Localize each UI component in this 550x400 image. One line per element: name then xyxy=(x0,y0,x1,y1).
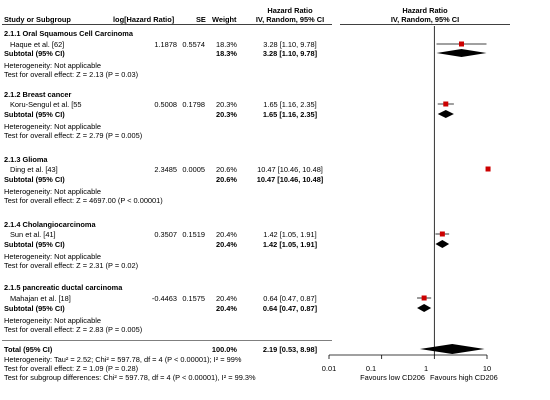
subtotal-weight: 20.6% xyxy=(216,175,237,184)
total-overall-effect: Test for overall effect: Z = 1.09 (P = 0… xyxy=(4,364,139,373)
subtotal-weight: 20.4% xyxy=(216,240,237,249)
subtotal-ci: 1.65 [1.16, 2.35] xyxy=(262,110,318,119)
tick-label: 0.1 xyxy=(365,364,377,373)
study-weight: 20.6% xyxy=(216,165,237,174)
study-ci: 3.28 [1.10, 9.78] xyxy=(263,40,317,49)
group-title: 2.1.5 pancreatic ductal carcinoma xyxy=(4,283,123,292)
subtotal-diamond xyxy=(437,110,454,118)
heterogeneity-text: Heterogeneity: Not applicable xyxy=(4,122,101,131)
study-marker xyxy=(439,231,445,237)
total-ci: 2.19 [0.53, 8.98] xyxy=(262,345,318,354)
header-weight: Weight xyxy=(212,15,237,24)
group-title: 2.1.3 Glioma xyxy=(4,155,48,164)
group-title: 2.1.1 Oral Squamous Cell Carcinoma xyxy=(4,29,133,38)
study-se: 0.0005 xyxy=(182,165,205,174)
plot-header-title: Hazard Ratio xyxy=(402,6,448,15)
header-se: SE xyxy=(196,15,206,24)
total-diamond xyxy=(419,344,485,354)
subtotal-label: Subtotal (95% CI) xyxy=(4,175,65,184)
heterogeneity-text: Heterogeneity: Not applicable xyxy=(4,61,101,70)
favours-left-label: Favours low CD206 xyxy=(360,373,425,382)
study-marker xyxy=(459,41,465,47)
header-study: Study or Subgroup xyxy=(4,15,71,24)
study-name: Sun et al. [41] xyxy=(10,230,56,239)
subtotal-ci: 0.64 [0.47, 0.87] xyxy=(262,304,318,313)
subtotal-label: Subtotal (95% CI) xyxy=(4,110,65,119)
study-weight: 18.3% xyxy=(216,40,237,49)
study-loghr: 2.3485 xyxy=(154,165,177,174)
header-loghr: log[Hazard Ratio] xyxy=(113,15,175,24)
tick-label: 1 xyxy=(423,364,429,373)
group-title: 2.1.4 Cholangiocarcinoma xyxy=(4,220,96,229)
study-marker xyxy=(485,166,491,172)
study-name: Haque et al. [62] xyxy=(10,40,65,49)
subtotal-diamond xyxy=(435,240,450,248)
subtotal-weight: 20.3% xyxy=(216,110,237,119)
study-ci: 1.65 [1.16, 2.35] xyxy=(263,100,317,109)
study-ci: 10.47 [10.46, 10.48] xyxy=(257,165,323,174)
study-loghr: 1.1878 xyxy=(154,40,177,49)
plot-header-method: IV, Random, 95% CI xyxy=(390,15,460,24)
study-weight: 20.4% xyxy=(216,294,237,303)
study-ci: 1.42 [1.05, 1.91] xyxy=(263,230,317,239)
heterogeneity-text: Heterogeneity: Not applicable xyxy=(4,316,101,325)
study-se: 0.5574 xyxy=(182,40,205,49)
subgroup-differences: Test for subgroup differences: Chi² = 59… xyxy=(4,373,256,382)
study-loghr: 0.5008 xyxy=(154,100,177,109)
favours-right-label: Favours high CD206 xyxy=(430,373,498,382)
study-loghr: 0.3507 xyxy=(154,230,177,239)
study-se: 0.1575 xyxy=(182,294,205,303)
study-name: Koru-Sengul et al. [55 xyxy=(10,100,82,109)
subtotal-weight: 18.3% xyxy=(216,49,237,58)
subtotal-label: Subtotal (95% CI) xyxy=(4,240,65,249)
subtotal-ci: 3.28 [1.10, 9.78] xyxy=(262,49,318,58)
study-name: Ding et al. [43] xyxy=(10,165,58,174)
subtotal-ci: 10.47 [10.46, 10.48] xyxy=(256,175,324,184)
heterogeneity-text: Heterogeneity: Not applicable xyxy=(4,252,101,261)
header-hr-method: IV, Random, 95% CI xyxy=(255,15,325,24)
header-hr-title: Hazard Ratio xyxy=(267,6,313,15)
overall-effect-text: Test for overall effect: Z = 4697.00 (P … xyxy=(4,196,163,205)
tick-label: 0.01 xyxy=(321,364,337,373)
subtotal-weight: 20.4% xyxy=(216,304,237,313)
total-heterogeneity: Heterogeneity: Tau² = 2.52; Chi² = 597.7… xyxy=(4,355,242,364)
study-weight: 20.3% xyxy=(216,100,237,109)
study-weight: 20.4% xyxy=(216,230,237,239)
overall-effect-text: Test for overall effect: Z = 2.79 (P = 0… xyxy=(4,131,143,140)
subtotal-ci: 1.42 [1.05, 1.91] xyxy=(262,240,318,249)
study-loghr: -0.4463 xyxy=(151,294,177,303)
subtotal-diamond xyxy=(436,49,487,57)
subtotal-label: Subtotal (95% CI) xyxy=(4,304,65,313)
study-name: Mahajan et al. [18] xyxy=(10,294,71,303)
overall-effect-text: Test for overall effect: Z = 2.31 (P = 0… xyxy=(4,261,139,270)
group-title: 2.1.2 Breast cancer xyxy=(4,90,72,99)
subtotal-label: Subtotal (95% CI) xyxy=(4,49,65,58)
study-marker xyxy=(443,101,449,107)
subtotal-diamond xyxy=(417,304,432,312)
overall-effect-text: Test for overall effect: Z = 2.13 (P = 0… xyxy=(4,70,139,79)
study-marker xyxy=(421,295,427,301)
study-se: 0.1519 xyxy=(182,230,205,239)
overall-effect-text: Test for overall effect: Z = 2.83 (P = 0… xyxy=(4,325,143,334)
total-weight: 100.0% xyxy=(211,345,237,354)
study-se: 0.1798 xyxy=(182,100,205,109)
heterogeneity-text: Heterogeneity: Not applicable xyxy=(4,187,101,196)
tick-label: 10 xyxy=(482,364,492,373)
study-ci: 0.64 [0.47, 0.87] xyxy=(263,294,317,303)
total-label: Total (95% CI) xyxy=(4,345,53,354)
